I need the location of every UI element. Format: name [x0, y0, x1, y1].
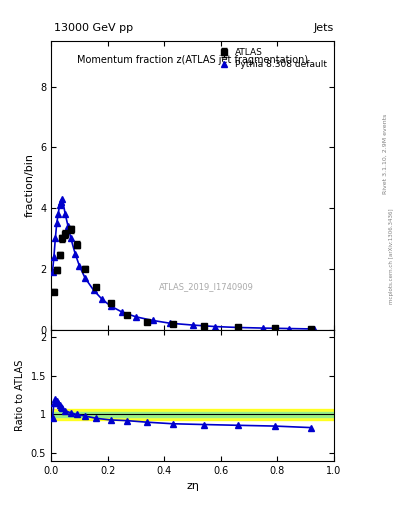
Bar: [51, 412, 334, 417]
Text: 13000 GeV pp: 13000 GeV pp: [54, 23, 133, 33]
Pythia 8.308 default: [190, 322, 195, 328]
Pythia 8.308 default: [119, 309, 124, 315]
Text: Momentum fraction z(ATLAS jet fragmentation): Momentum fraction z(ATLAS jet fragmentat…: [77, 55, 308, 66]
Pythia 8.308 default: [213, 324, 218, 330]
Pythia 8.308 default: [286, 326, 291, 332]
Pythia 8.308 default: [235, 325, 240, 331]
Y-axis label: Ratio to ATLAS: Ratio to ATLAS: [15, 359, 25, 431]
Pythia 8.308 default: [108, 303, 113, 309]
Y-axis label: fraction/bin: fraction/bin: [24, 153, 35, 217]
Pythia 8.308 default: [57, 202, 62, 208]
Pythia 8.308 default: [54, 220, 59, 226]
Pythia 8.308 default: [134, 314, 138, 320]
Pythia 8.308 default: [83, 275, 87, 281]
Pythia 8.308 default: [60, 196, 65, 202]
Bar: [51, 409, 334, 420]
Text: ATLAS_2019_I1740909: ATLAS_2019_I1740909: [159, 282, 254, 291]
Pythia 8.308 default: [73, 250, 77, 257]
Pythia 8.308 default: [66, 223, 70, 229]
Pythia 8.308 default: [77, 263, 82, 269]
Text: Rivet 3.1.10, 2.9M events: Rivet 3.1.10, 2.9M events: [383, 114, 387, 194]
Pythia 8.308 default: [59, 199, 63, 205]
Text: Jets: Jets: [314, 23, 334, 33]
Pythia 8.308 default: [100, 296, 105, 302]
Line: Pythia 8.308 default: Pythia 8.308 default: [50, 196, 317, 332]
Pythia 8.308 default: [312, 326, 317, 332]
Pythia 8.308 default: [167, 320, 172, 326]
Pythia 8.308 default: [63, 211, 68, 217]
Text: mcplots.cern.ch [arXiv:1306.3436]: mcplots.cern.ch [arXiv:1306.3436]: [389, 208, 393, 304]
X-axis label: zη: zη: [186, 481, 199, 491]
Pythia 8.308 default: [53, 236, 58, 242]
Pythia 8.308 default: [151, 317, 155, 324]
Legend: ATLAS, Pythia 8.308 default: ATLAS, Pythia 8.308 default: [214, 46, 330, 72]
Pythia 8.308 default: [68, 236, 73, 242]
Pythia 8.308 default: [91, 287, 96, 293]
Pythia 8.308 default: [261, 325, 266, 331]
Pythia 8.308 default: [50, 269, 55, 275]
Pythia 8.308 default: [56, 211, 61, 217]
Pythia 8.308 default: [51, 253, 56, 260]
